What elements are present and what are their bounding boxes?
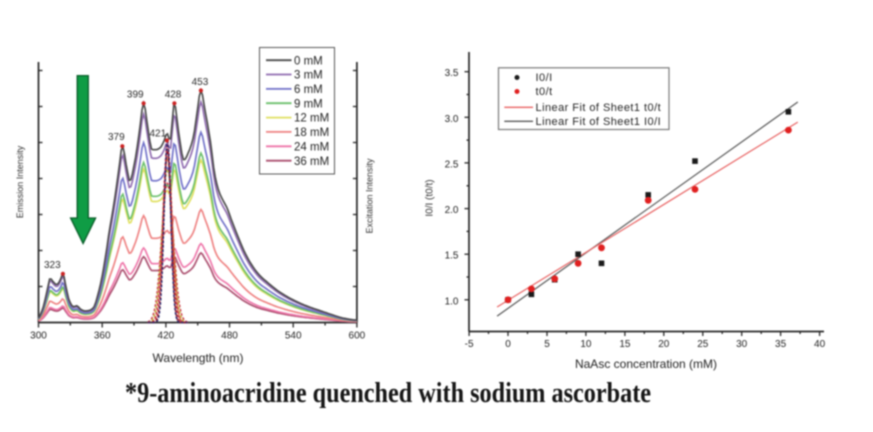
svg-text:3 mM: 3 mM xyxy=(294,70,323,82)
svg-text:25: 25 xyxy=(697,339,709,350)
svg-text:20: 20 xyxy=(658,339,670,350)
svg-text:I0/I (t0/t): I0/I (t0/t) xyxy=(425,179,436,216)
svg-text:323: 323 xyxy=(44,260,61,271)
svg-text:3.5: 3.5 xyxy=(445,68,459,79)
svg-text:10: 10 xyxy=(580,339,592,350)
svg-text:379: 379 xyxy=(108,132,125,143)
svg-text:Linear Fit of Sheet1 t0/t: Linear Fit of Sheet1 t0/t xyxy=(536,102,662,114)
svg-text:0 mM: 0 mM xyxy=(294,55,323,67)
svg-text:Emission Intensity: Emission Intensity xyxy=(15,145,25,218)
svg-text:1.0: 1.0 xyxy=(445,296,459,307)
svg-text:12 mM: 12 mM xyxy=(294,113,329,125)
svg-text:18 mM: 18 mM xyxy=(294,127,329,139)
svg-text:t0/t: t0/t xyxy=(536,86,553,98)
svg-text:300: 300 xyxy=(30,331,47,342)
svg-text:360: 360 xyxy=(94,331,111,342)
svg-text:-5: -5 xyxy=(465,339,474,350)
svg-text:Excitation Intensity: Excitation Intensity xyxy=(365,158,375,234)
svg-text:35: 35 xyxy=(775,339,787,350)
svg-text:0: 0 xyxy=(505,339,511,350)
svg-text:540: 540 xyxy=(285,331,302,342)
svg-text:9 mM: 9 mM xyxy=(294,98,323,110)
svg-text:421: 421 xyxy=(150,129,167,140)
svg-text:3.0: 3.0 xyxy=(445,114,459,125)
svg-text:36 mM: 36 mM xyxy=(294,156,329,168)
svg-text:480: 480 xyxy=(221,331,238,342)
svg-text:NaAsc concentration (mM): NaAsc concentration (mM) xyxy=(575,357,717,371)
svg-text:399: 399 xyxy=(127,90,144,101)
svg-text:6 mM: 6 mM xyxy=(294,84,323,96)
svg-text:428: 428 xyxy=(165,90,182,101)
svg-text:I0/I: I0/I xyxy=(536,72,553,84)
svg-text:420: 420 xyxy=(158,331,175,342)
svg-text:Wavelength (nm): Wavelength (nm) xyxy=(153,351,244,365)
svg-text:600: 600 xyxy=(349,331,366,342)
svg-text:24 mM: 24 mM xyxy=(294,141,329,153)
svg-text:40: 40 xyxy=(814,339,826,350)
svg-text:Linear Fit of Sheet1 I0/I: Linear Fit of Sheet1 I0/I xyxy=(536,116,662,128)
svg-text:1.5: 1.5 xyxy=(445,251,459,262)
svg-text:5: 5 xyxy=(544,339,550,350)
svg-text:2.5: 2.5 xyxy=(445,159,459,170)
svg-text:15: 15 xyxy=(619,339,631,350)
svg-text:2.0: 2.0 xyxy=(445,205,459,216)
svg-text:30: 30 xyxy=(736,339,748,350)
svg-text:453: 453 xyxy=(192,77,209,88)
